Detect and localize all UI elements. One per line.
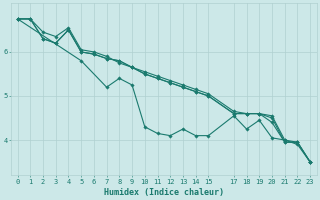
X-axis label: Humidex (Indice chaleur): Humidex (Indice chaleur) xyxy=(104,188,224,197)
